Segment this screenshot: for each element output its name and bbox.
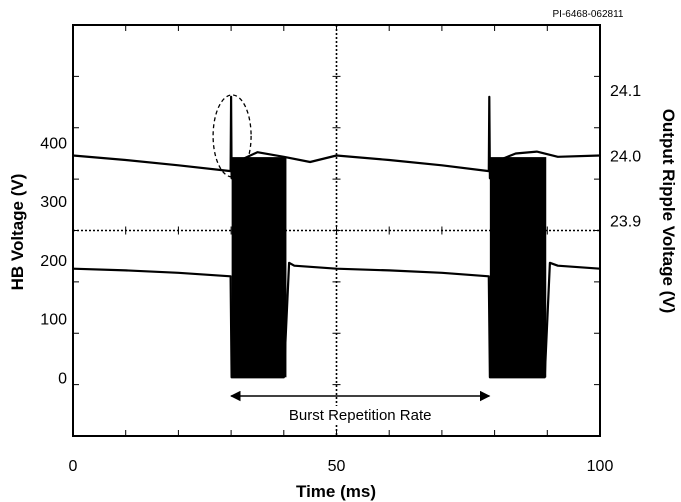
plot-area	[72, 95, 601, 379]
plot-frame	[72, 24, 601, 437]
y-left-tick-label: 0	[58, 370, 67, 387]
y-left-tick-label: 300	[40, 194, 67, 211]
burst-block	[489, 157, 547, 378]
burst-block	[231, 157, 287, 378]
y-left-axis-title: HB Voltage (V)	[8, 174, 27, 291]
x-axis-title: Time (ms)	[296, 482, 376, 501]
spike-highlight-ellipse	[212, 94, 252, 178]
x-tick-label: 0	[69, 458, 78, 475]
axis-labels: 0 50 100 0 100 200 300 400 23.9 24.0 24.1	[40, 83, 641, 475]
x-tick-label: 100	[587, 458, 614, 475]
series-line-1	[72, 95, 601, 180]
y-right-tick-label: 24.1	[610, 83, 641, 100]
y-right-tick-label: 24.0	[610, 148, 641, 165]
annotations: Burst Repetition Rate	[212, 94, 491, 425]
y-left-tick-label: 200	[40, 253, 67, 270]
series-line-2	[72, 261, 601, 379]
burst-rate-label-bg	[284, 406, 436, 425]
x-tick-label: 50	[328, 458, 346, 475]
figure-id: PI-6468-062811	[553, 9, 624, 20]
y-left-tick-label: 100	[40, 312, 67, 329]
y-left-tick-label: 400	[40, 135, 67, 152]
burst-rate-label: Burst Repetition Rate	[289, 407, 432, 424]
y-right-tick-label: 23.9	[610, 214, 641, 231]
y-right-axis-title: Output Ripple Voltage (V)	[659, 109, 678, 314]
